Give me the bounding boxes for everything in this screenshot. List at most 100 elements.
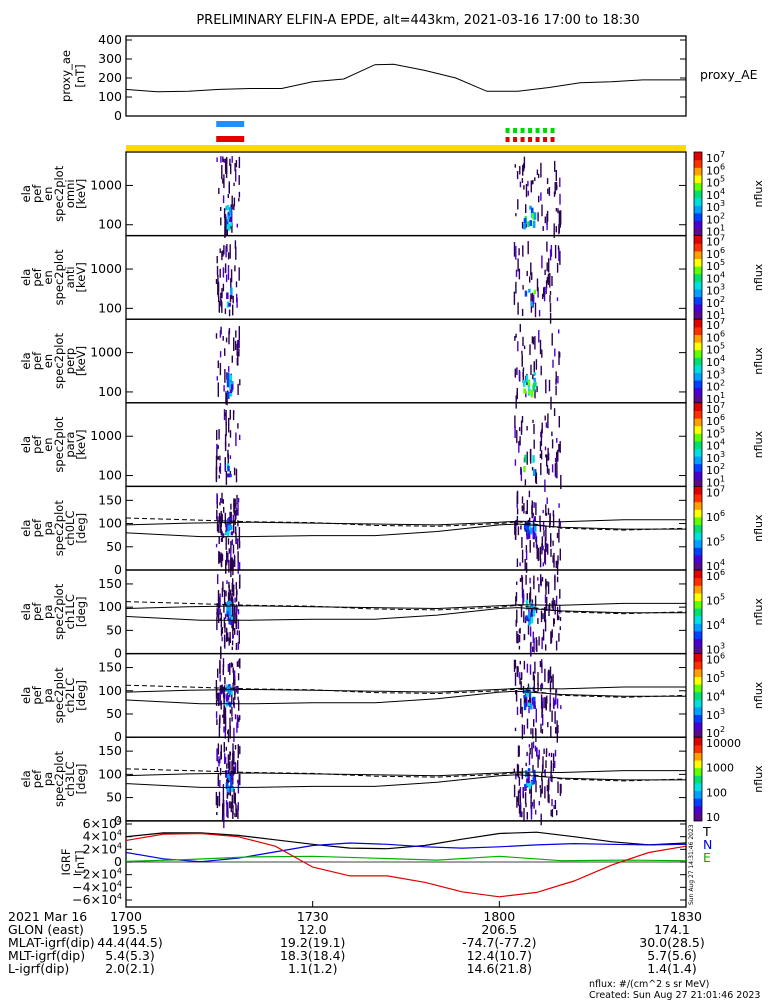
- spectrogram-streak: [547, 544, 549, 555]
- spectrogram-core-cell: [227, 391, 230, 399]
- spectrogram-streak: [559, 193, 561, 205]
- spectrogram-streak: [221, 554, 224, 561]
- spectrogram-streak: [528, 692, 531, 708]
- spectrogram-core-cell: [230, 287, 233, 295]
- ae-panel: 400 300 200 100 0 proxy_ae [nT] proxy_AE: [59, 32, 758, 123]
- spectrogram-streak: [228, 417, 230, 433]
- spectrogram-core-cell: [528, 780, 531, 788]
- spectrogram-streak: [522, 787, 524, 796]
- spectrogram-streak: [228, 181, 230, 194]
- spectrogram-core-cell: [226, 224, 230, 230]
- spectrogram-streak: [535, 359, 538, 370]
- spectrogram-streak: [237, 497, 240, 503]
- spectrogram-streak: [520, 468, 523, 481]
- spectrogram-streak: [531, 742, 533, 750]
- spectrogram-streak: [531, 504, 533, 519]
- spectrogram-core-cell: [229, 382, 232, 390]
- spectrogram-streak: [539, 551, 541, 561]
- spectrogram-streak: [522, 793, 525, 799]
- spectrogram-streak: [237, 641, 239, 650]
- spectrogram-streak: [236, 508, 238, 516]
- spectrogram-streak: [549, 291, 552, 295]
- spectrogram-streak: [227, 252, 230, 260]
- spectrogram-streak: [550, 631, 552, 644]
- spectrogram-streak: [232, 804, 234, 815]
- zone1-blue-bar: [216, 121, 245, 127]
- spectrogram-streak: [224, 369, 226, 383]
- spectrogram-streak: [223, 589, 226, 605]
- spectrogram-core-cell: [226, 292, 229, 299]
- spectrogram-streak: [560, 783, 562, 794]
- spectrogram-streak: [221, 492, 223, 504]
- orbit-cell: 18.3(18.4): [280, 948, 345, 963]
- spectrogram-streak: [519, 627, 521, 634]
- spectrogram-streak: [234, 714, 237, 720]
- spectrogram-streak: [537, 618, 539, 624]
- spectrogram-streak: [537, 212, 539, 222]
- spectrogram-streak: [514, 521, 516, 535]
- spectrogram-streak: [514, 368, 516, 378]
- colorbar-segment: [694, 501, 702, 510]
- spectrogram-streak: [222, 664, 225, 673]
- spectrogram-streak: [230, 801, 232, 813]
- spectrogram-streak: [533, 799, 535, 809]
- spectrogram-core-cell: [526, 782, 529, 787]
- spectrogram-streak: [219, 714, 221, 724]
- spectrogram-core-cell: [225, 531, 228, 536]
- spectrogram-streak: [233, 766, 236, 775]
- spectrogram-streak: [218, 296, 220, 302]
- spectrogram-streak: [551, 276, 553, 286]
- spectrogram-streak: [541, 255, 543, 269]
- spectrogram-streak: [232, 410, 235, 421]
- spectrogram-streak: [217, 360, 219, 369]
- anti-loss-cone-line: [125, 523, 686, 538]
- spectrogram-streak: [224, 308, 227, 315]
- spectrogram-streak: [222, 499, 224, 504]
- spectrogram-streak: [518, 634, 521, 643]
- spectrogram-core-cell: [229, 702, 232, 708]
- orbit-cell: 19.2(19.1): [280, 935, 345, 950]
- spectrogram-streak: [525, 204, 527, 213]
- spectrogram-streak: [539, 785, 541, 789]
- colorbar-tick-label: 101: [706, 391, 725, 406]
- spectrogram-streak: [518, 369, 521, 381]
- spectrogram-streak: [516, 763, 519, 777]
- spectrogram-streak: [524, 693, 527, 705]
- spectrogram-streak: [235, 330, 237, 338]
- time-tick-1700: 1700: [110, 909, 142, 924]
- spectrogram-streak: [521, 178, 524, 183]
- spectrogram-streak: [238, 326, 240, 340]
- spectrogram-streak: [551, 799, 553, 807]
- spectrogram-streak: [228, 581, 230, 588]
- spectrogram-streak: [530, 293, 532, 306]
- panel-ylabel: [deg]: [74, 680, 88, 711]
- spectrogram-streak: [234, 677, 236, 686]
- spectrogram-streak: [236, 343, 238, 356]
- spectrogram-streak: [545, 422, 548, 428]
- spectrogram-streak: [540, 462, 542, 476]
- colorbar-segment: [694, 471, 702, 480]
- spectrogram-streak: [230, 503, 232, 510]
- spectrogram-streak: [523, 807, 525, 822]
- spectrogram-streak: [555, 208, 558, 212]
- spectrogram-streak: [229, 158, 231, 166]
- spectrogram-streak: [231, 195, 233, 210]
- spectrogram-streak: [559, 548, 561, 561]
- spectrogram-streak: [227, 632, 229, 642]
- spectrogram-streak: [235, 803, 237, 813]
- colorbar-segment: [694, 167, 702, 176]
- spectrogram-streak: [516, 796, 518, 808]
- spectrogram-streak: [549, 249, 552, 261]
- spectrogram-streak: [516, 581, 518, 585]
- spectrogram-streak: [560, 705, 562, 710]
- spectrogram-panel: 1000100elapefenspec2plotanti[keV]1071061…: [19, 234, 765, 324]
- spectrogram-streak: [238, 191, 241, 198]
- spectrogram-streak: [236, 494, 238, 505]
- spectrogram-streak: [546, 219, 548, 231]
- spectrogram-streak: [542, 226, 544, 231]
- spectrogram-streak: [552, 359, 554, 368]
- spectrogram-streak: [235, 808, 238, 817]
- spectrogram-streak: [220, 700, 222, 710]
- spectrogram-streak: [238, 348, 240, 357]
- spectrogram-streak: [517, 526, 520, 536]
